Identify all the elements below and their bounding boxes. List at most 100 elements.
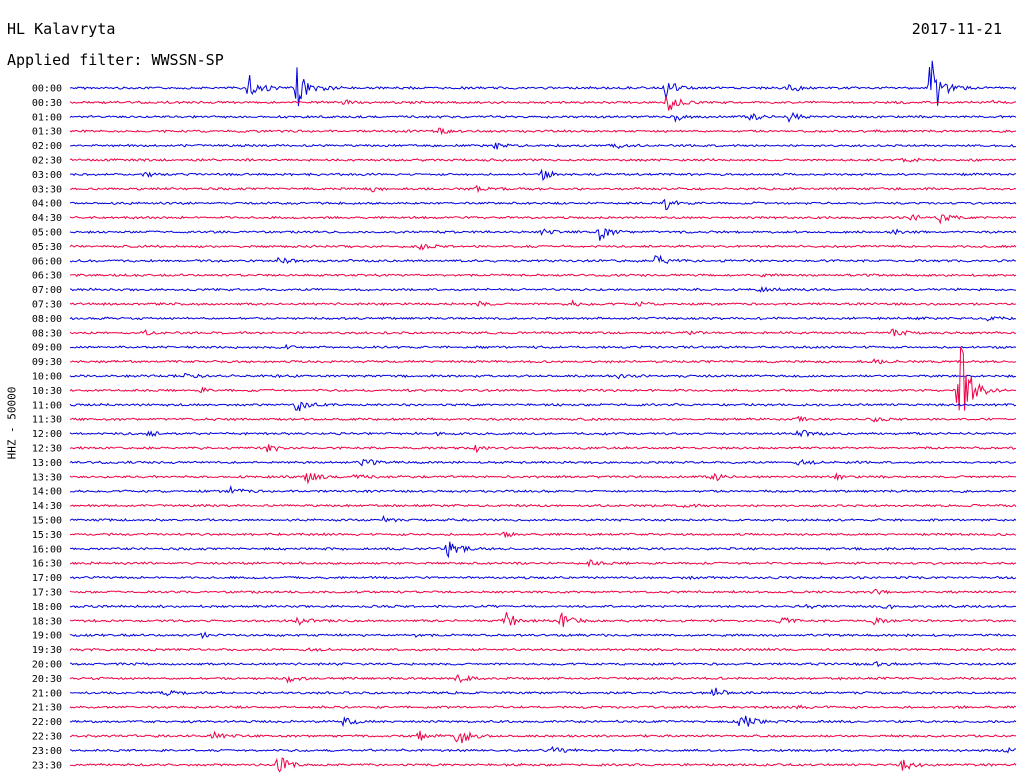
- trace-line: [69, 157, 1017, 163]
- tick-label: 00:00: [32, 84, 62, 95]
- tick-label: 08:30: [32, 328, 62, 339]
- tick-label: 16:00: [32, 544, 62, 555]
- tick-label: 09:00: [32, 343, 62, 354]
- trace-line: [69, 541, 1017, 559]
- trace-line: [69, 647, 1017, 652]
- trace-line: [69, 631, 1017, 640]
- date-label: 2017-11-21: [911, 20, 1002, 38]
- trace-line: [69, 715, 1017, 728]
- tick-label: 21:30: [32, 703, 62, 714]
- trace-line: [69, 316, 1017, 322]
- tick-label: 14:00: [32, 487, 62, 498]
- tick-label: 06:00: [32, 256, 62, 267]
- tick-label: 22:00: [32, 717, 62, 728]
- tick-label: 11:00: [32, 400, 62, 411]
- tick-label: 01:30: [32, 127, 62, 138]
- station-title: HL Kalavryta: [7, 20, 116, 38]
- trace-line: [69, 575, 1017, 581]
- trace-line: [69, 243, 1017, 251]
- tick-label: 00:30: [32, 98, 62, 109]
- trace-line: [69, 471, 1017, 485]
- trace-line: [69, 484, 1017, 495]
- trace-line: [69, 273, 1017, 278]
- tick-label: 14:30: [32, 501, 62, 512]
- tick-label: 09:30: [32, 357, 62, 368]
- tick-label: 18:00: [32, 602, 62, 613]
- trace-line: [69, 588, 1017, 595]
- tick-label: 07:00: [32, 285, 62, 296]
- trace-line: [69, 358, 1017, 365]
- trace-line: [69, 704, 1017, 710]
- trace-line: [69, 214, 1017, 225]
- tick-label: 20:30: [32, 674, 62, 685]
- tick-label: 15:00: [32, 516, 62, 527]
- trace-line: [69, 757, 1017, 773]
- trace-line: [69, 559, 1017, 568]
- tick-label: 23:00: [32, 746, 62, 757]
- tick-label: 23:30: [32, 760, 62, 771]
- trace-line: [69, 444, 1017, 454]
- trace-line: [69, 372, 1017, 380]
- trace-line: [69, 254, 1017, 265]
- filter-label: Applied filter: WWSSN-SP: [7, 51, 224, 69]
- tick-label: 08:00: [32, 314, 62, 325]
- tick-label: 22:30: [32, 732, 62, 743]
- trace-line: [69, 328, 1017, 337]
- trace-line: [69, 660, 1017, 668]
- tick-label: 06:30: [32, 271, 62, 282]
- tick-label: 10:30: [32, 386, 62, 397]
- tick-label: 03:30: [32, 184, 62, 195]
- trace-line: [69, 96, 1017, 111]
- tick-label: 19:30: [32, 645, 62, 656]
- tick-label: 16:30: [32, 559, 62, 570]
- trace-line: [69, 111, 1017, 123]
- trace-line: [69, 228, 1017, 241]
- trace-line: [69, 346, 1017, 411]
- trace-line: [69, 299, 1017, 307]
- trace-line: [69, 687, 1017, 697]
- trace-line: [69, 531, 1017, 539]
- trace-line: [69, 745, 1017, 754]
- tick-label: 05:00: [32, 228, 62, 239]
- trace-line: [69, 429, 1017, 438]
- trace-line: [69, 673, 1017, 684]
- tick-label: 07:30: [32, 300, 62, 311]
- tick-label: 04:00: [32, 199, 62, 210]
- trace-line: [69, 503, 1017, 509]
- tick-label: 01:00: [32, 112, 62, 123]
- trace-line: [69, 603, 1017, 610]
- trace-line: [69, 415, 1017, 423]
- tick-label: 12:30: [32, 444, 62, 455]
- tick-label: 13:00: [32, 458, 62, 469]
- trace-line: [69, 730, 1017, 744]
- tick-label: 19:00: [32, 631, 62, 642]
- trace-line: [69, 458, 1017, 467]
- trace-line: [69, 401, 1017, 412]
- tick-label: 04:30: [32, 213, 62, 224]
- tick-label: 11:30: [32, 415, 62, 426]
- tick-label: 21:00: [32, 688, 62, 699]
- tick-label: 10:00: [32, 372, 62, 383]
- tick-label: 03:00: [32, 170, 62, 181]
- trace-line: [69, 343, 1017, 350]
- tick-label: 20:00: [32, 660, 62, 671]
- trace-line: [69, 184, 1017, 194]
- tick-label: 15:30: [32, 530, 62, 541]
- trace-line: [69, 515, 1017, 523]
- trace-line: [69, 142, 1016, 150]
- tick-label: 17:00: [32, 573, 62, 584]
- tick-label: 12:00: [32, 429, 62, 440]
- tick-label: 02:00: [32, 141, 62, 152]
- trace-line: [69, 611, 1017, 628]
- tick-label: 18:30: [32, 616, 62, 627]
- trace-line: [70, 168, 1017, 181]
- tick-label: 05:30: [32, 242, 62, 253]
- trace-line: [69, 127, 1017, 136]
- trace-line: [69, 285, 1017, 293]
- trace-line: [69, 198, 1017, 211]
- tick-label: 17:30: [32, 588, 62, 599]
- tick-label: 02:30: [32, 156, 62, 167]
- tick-label: 13:30: [32, 472, 62, 483]
- trace-line: [69, 60, 1017, 107]
